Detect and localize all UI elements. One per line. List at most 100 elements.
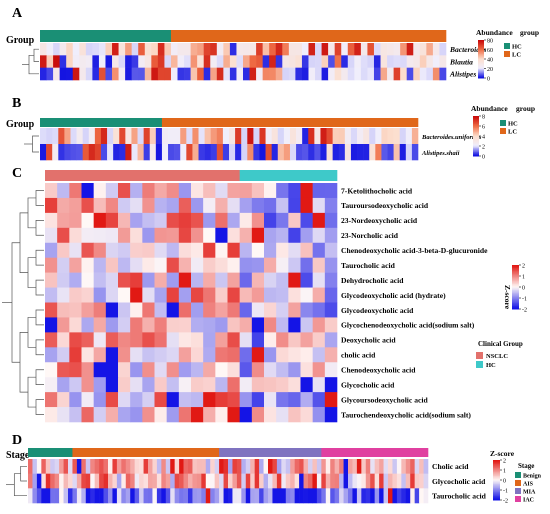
heatmap-cell xyxy=(28,473,33,489)
heatmap-cell xyxy=(341,43,349,56)
colorbar-step xyxy=(478,60,484,63)
heatmap-cell xyxy=(76,144,83,161)
heatmap-cell xyxy=(125,128,132,145)
heatmap-cell xyxy=(154,317,167,333)
heatmap-cell xyxy=(223,488,229,504)
heatmap-cell xyxy=(343,459,349,474)
heatmap-cell xyxy=(406,55,414,68)
heatmap-cell xyxy=(45,407,58,423)
heatmap-cell xyxy=(46,128,53,145)
colorbar-step xyxy=(478,75,484,78)
heatmap-cell xyxy=(413,55,421,68)
heatmap-cell xyxy=(69,212,82,229)
heatmap-cell xyxy=(308,67,316,81)
heatmap-cell xyxy=(105,287,119,303)
heatmap-cell xyxy=(387,43,394,56)
heatmap-cell xyxy=(265,128,272,145)
heatmap-cell xyxy=(272,473,278,489)
heatmap-cell xyxy=(410,488,415,504)
heatmap-cell xyxy=(251,212,265,229)
heatmap-cell xyxy=(139,459,144,474)
heatmap-cell xyxy=(290,488,295,504)
heatmap-cell xyxy=(142,407,155,423)
heatmap-cell xyxy=(191,272,204,288)
heatmap-cell xyxy=(277,144,285,161)
heatmap-cell xyxy=(69,407,82,423)
heatmap-cell xyxy=(93,332,107,348)
legend-label: HC xyxy=(486,362,496,369)
heatmap-cell xyxy=(118,43,126,56)
heatmap-cell xyxy=(69,302,82,318)
heatmap-cell xyxy=(94,459,100,474)
heatmap-cell xyxy=(178,392,192,408)
colorbar-step xyxy=(512,273,519,276)
heatmap-cell xyxy=(236,43,244,56)
legend-label: AIS xyxy=(523,482,534,488)
heatmap-cell xyxy=(241,488,247,504)
heatmap-cell xyxy=(105,332,119,348)
colorbar-tick-label: 2 xyxy=(522,264,525,270)
heatmap-cell xyxy=(301,67,309,81)
heatmap-cell xyxy=(85,43,93,56)
heatmap-cell xyxy=(203,43,211,56)
heatmap-cell xyxy=(108,473,113,489)
colorbar-step xyxy=(512,303,519,306)
heatmap-cell xyxy=(413,43,421,56)
colorbar-tick-label: 80 xyxy=(487,39,493,45)
heatmap-cell xyxy=(177,43,185,56)
heatmap-cell xyxy=(165,459,171,474)
heatmap-cell xyxy=(250,473,255,489)
heatmap-cell xyxy=(69,183,82,199)
heatmap-cell xyxy=(264,242,277,258)
heatmap-cell xyxy=(276,302,289,318)
heatmap-cell xyxy=(112,55,119,68)
heatmap-cell xyxy=(69,287,82,303)
heatmap-cell xyxy=(82,144,90,161)
heatmap-cell xyxy=(166,407,180,423)
heatmap-cell xyxy=(229,128,236,145)
panel-letter: A xyxy=(12,6,23,21)
heatmap-cell xyxy=(369,144,376,161)
heatmap-cell xyxy=(166,183,180,199)
heatmap-cell xyxy=(352,473,358,489)
heatmap-cell xyxy=(143,459,149,474)
heatmap-cell xyxy=(69,242,82,258)
heatmap-cell xyxy=(312,473,318,489)
heatmap-cell xyxy=(72,473,78,489)
heatmap-cell xyxy=(178,212,192,229)
heatmap-cell xyxy=(142,212,155,229)
heatmap-cell xyxy=(151,43,159,56)
heatmap-cell xyxy=(105,197,119,214)
heatmap-cell xyxy=(281,459,287,474)
heatmap-cell xyxy=(215,317,228,333)
colorbar-step xyxy=(473,150,479,153)
heatmap-cell xyxy=(321,488,327,504)
heatmap-cell xyxy=(36,473,42,489)
heatmap-cell xyxy=(272,459,278,474)
heatmap-cell xyxy=(373,55,381,68)
row-label: Chenodeoxycholic acid-3-beta-D-glucuroni… xyxy=(341,246,488,255)
heatmap-cell xyxy=(251,287,265,303)
heatmap-cell xyxy=(179,473,184,489)
colorbar-step xyxy=(478,59,484,61)
heatmap-cell xyxy=(54,473,60,489)
heatmap-cell xyxy=(300,227,313,244)
heatmap-cell xyxy=(254,459,260,474)
heatmap-cell xyxy=(105,43,113,56)
heatmap-cell xyxy=(166,287,180,303)
heatmap-cell xyxy=(387,67,394,81)
heatmap-cell xyxy=(170,43,178,56)
heatmap-cell xyxy=(227,212,240,229)
heatmap-cell xyxy=(312,488,318,504)
legend-label: NSCLC xyxy=(486,353,508,360)
heatmap-cell xyxy=(45,362,58,378)
heatmap-cell xyxy=(130,488,135,504)
heatmap-cell xyxy=(439,43,447,56)
heatmap-cell xyxy=(156,488,162,504)
heatmap-cell xyxy=(325,488,331,504)
heatmap-cell xyxy=(324,272,338,288)
heatmap-cell xyxy=(393,144,401,161)
colorbar-step xyxy=(478,71,484,74)
heatmap-cell xyxy=(57,347,70,363)
heatmap-cell xyxy=(239,407,253,423)
